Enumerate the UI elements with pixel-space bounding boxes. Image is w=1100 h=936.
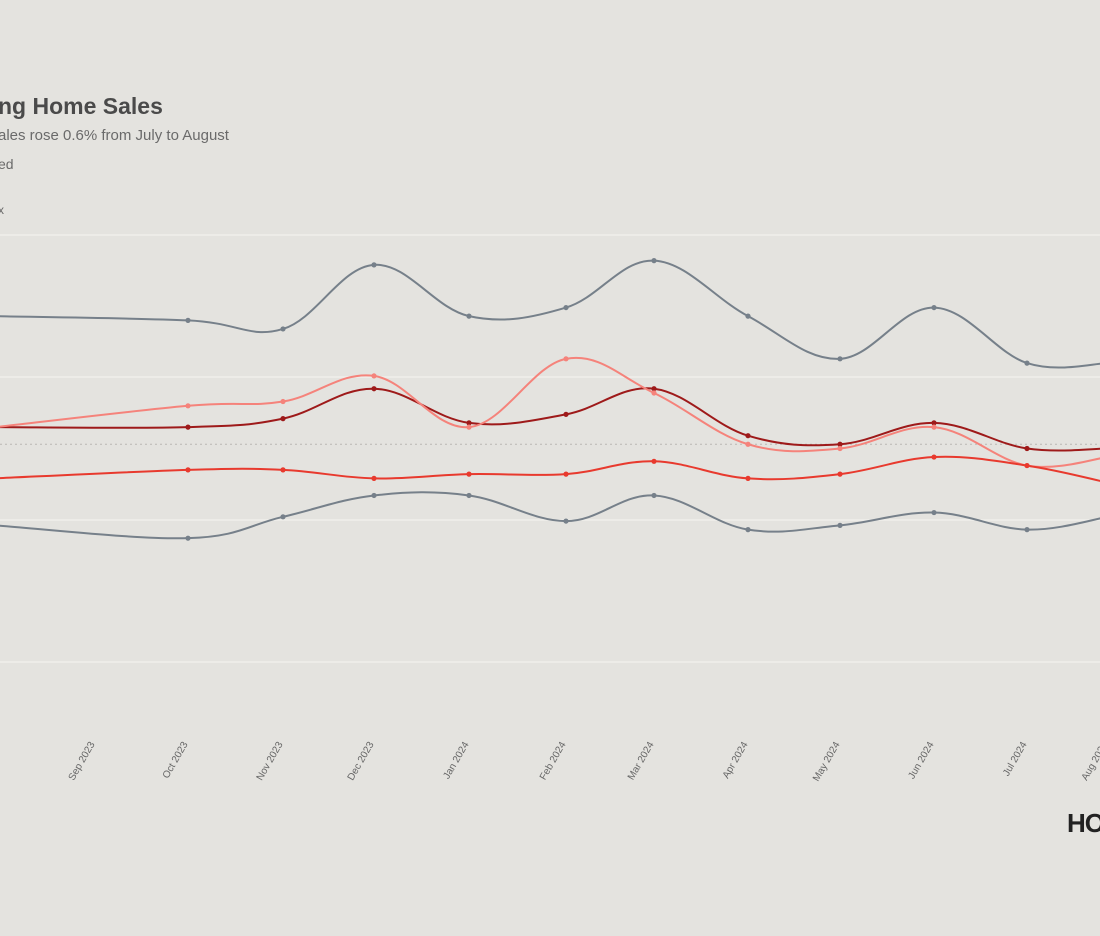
data-point (1024, 462, 1030, 469)
series-points (185, 258, 1030, 541)
data-point (280, 467, 286, 473)
x-tick-label: Sep 2023 (67, 740, 98, 783)
data-point (466, 313, 472, 319)
data-point (563, 304, 569, 311)
data-point (466, 424, 472, 430)
series-line-3 (0, 356, 1100, 468)
data-point (185, 403, 191, 409)
data-point (280, 398, 286, 405)
x-tick-label: Dec 2023 (346, 740, 377, 783)
data-point (651, 390, 657, 396)
data-point (280, 514, 286, 520)
chart-note: ed (0, 156, 14, 172)
x-tick-label: Jan 2024 (441, 740, 471, 782)
data-point (466, 471, 472, 477)
data-point (371, 492, 377, 499)
data-point (651, 458, 657, 464)
chart-subtitle: ales rose 0.6% from July to August (0, 127, 229, 144)
data-point (837, 445, 843, 452)
data-point (745, 441, 751, 447)
x-tick-label: Jun 2024 (906, 740, 936, 782)
legend-fragment: x (0, 203, 4, 217)
gridlines (0, 234, 1100, 663)
x-tick-label: Apr 2024 (721, 740, 751, 781)
data-point (185, 424, 191, 430)
x-tick-label: Aug 2024 (1080, 740, 1100, 783)
data-point (651, 386, 657, 392)
series-line-2 (0, 387, 1100, 452)
data-point (185, 535, 191, 541)
data-point (745, 475, 751, 481)
x-tick-label: Feb 2024 (538, 740, 569, 782)
data-point (563, 471, 569, 477)
data-point (931, 509, 937, 516)
series-line-1 (0, 259, 1100, 369)
data-point (371, 475, 377, 481)
data-point (280, 416, 286, 422)
data-point (837, 356, 843, 362)
data-point (837, 522, 843, 528)
x-tick-label: May 2024 (811, 740, 843, 784)
data-point (837, 441, 843, 447)
data-point (745, 527, 751, 533)
data-point (563, 356, 569, 362)
data-point (466, 492, 472, 499)
series-line-4 (0, 455, 1100, 482)
data-point (1024, 445, 1030, 452)
data-point (745, 313, 751, 319)
data-point (371, 262, 377, 268)
data-point (185, 317, 191, 323)
x-tick-label: Jul 2024 (1001, 740, 1030, 779)
brand-logo: HO (1067, 808, 1100, 838)
data-point (466, 420, 472, 426)
chart-title: ng Home Sales (0, 93, 163, 119)
data-point (745, 433, 751, 439)
data-point (563, 411, 569, 417)
data-point (931, 304, 937, 311)
data-point (563, 518, 569, 524)
x-tick-label: Nov 2023 (255, 740, 286, 783)
x-tick-label: Mar 2024 (626, 740, 657, 782)
data-point (371, 386, 377, 392)
data-point (185, 467, 191, 473)
x-tick-label: Oct 2023 (161, 740, 191, 781)
data-point (1024, 360, 1030, 366)
data-point (651, 258, 657, 264)
data-point (1024, 527, 1030, 533)
series-line-5 (0, 491, 1100, 540)
series-lines (0, 259, 1100, 540)
data-point (371, 373, 377, 379)
data-point (931, 424, 937, 430)
data-point (837, 471, 843, 477)
data-point (931, 420, 937, 426)
data-point (651, 492, 657, 499)
data-point (280, 326, 286, 332)
data-point (931, 454, 937, 460)
